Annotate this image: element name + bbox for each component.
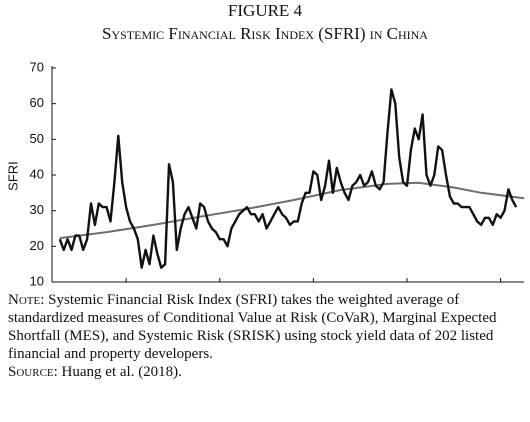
chart-title: FIGURE 4 [228,1,303,20]
y-tick-label: 10 [30,273,44,288]
note-body: Systemic Financial Risk Index (SFRI) tak… [8,292,497,362]
chart-subtitle: Systemic Financial Risk Index (SFRI) in … [102,24,428,43]
source-body: Huang et al. (2018). [61,364,182,380]
source-label: Source: [8,364,58,380]
note-label: Note: [8,292,45,308]
y-tick-label: 20 [30,238,44,253]
y-tick-label: 50 [30,131,44,146]
y-tick-label: 70 [30,59,44,74]
series-line [59,181,525,240]
x-tick-label: Jun-09 [106,287,146,290]
y-tick-label: 40 [30,166,44,181]
y-tick-label: 30 [30,202,44,217]
source-text: Source: Huang et al. (2018). [8,363,524,381]
x-tick-label: Jun-11 [200,287,239,290]
x-tick-label: Jun-15 [387,287,427,290]
series-line [58,88,518,269]
y-axis-label: SFRI [5,161,20,191]
note: Note: Systemic Financial Risk Index (SFR… [8,291,524,381]
y-tick-label: 60 [30,95,44,110]
note-text: Note: Systemic Financial Risk Index (SFR… [8,291,524,363]
x-tick-label: Jun-17 [481,287,521,290]
chart: FIGURE 4 Systemic Financial Risk Index (… [5,1,525,290]
x-tick-label: Jun-07 [13,287,53,290]
x-tick-label: Jun-13 [293,287,333,290]
